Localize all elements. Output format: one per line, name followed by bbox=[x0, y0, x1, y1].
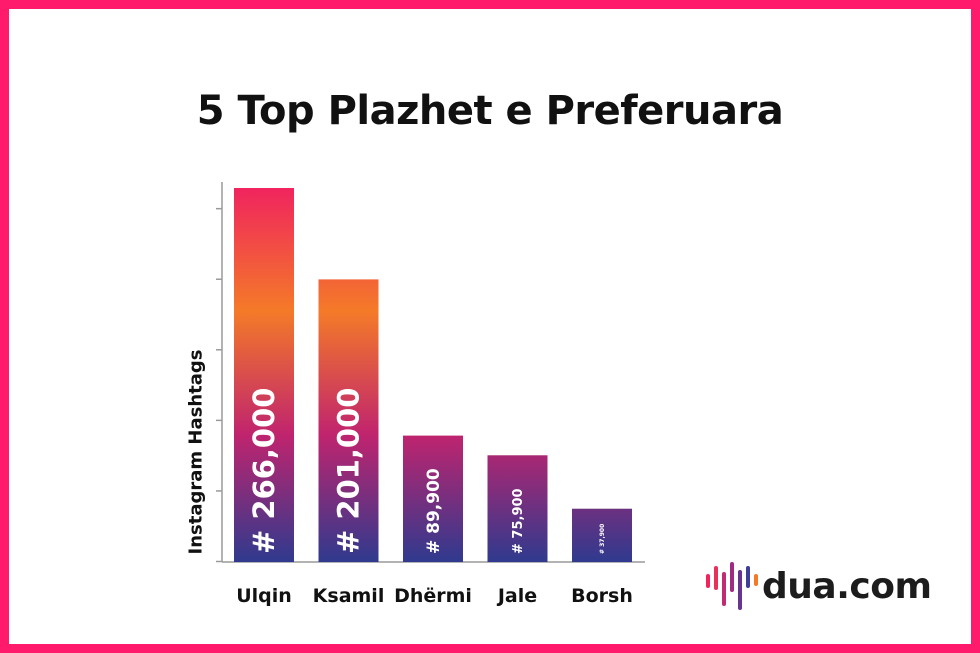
data-label: # 266,000 bbox=[247, 388, 281, 554]
bar-ulqin bbox=[234, 188, 294, 562]
data-label: # 37,900 bbox=[599, 524, 606, 554]
x-tick-label: Ksamil bbox=[313, 585, 385, 607]
x-tick-label: Ulqin bbox=[236, 585, 292, 607]
x-tick-label: Jale bbox=[496, 585, 537, 607]
x-tick-label: Borsh bbox=[571, 585, 633, 607]
bar-ksamil bbox=[318, 279, 379, 562]
data-label: # 75,900 bbox=[511, 488, 526, 554]
dua-logo-icon bbox=[706, 562, 758, 610]
bar-borsh bbox=[572, 508, 632, 562]
data-label: # 89,900 bbox=[424, 468, 444, 554]
data-label: # 201,000 bbox=[332, 388, 366, 554]
bar-dhërmi bbox=[403, 435, 463, 562]
bar-jale bbox=[487, 455, 548, 562]
x-tick-label: Dhërmi bbox=[394, 585, 472, 607]
logo-text: dua.com bbox=[762, 566, 932, 607]
chart-title: 5 Top Plazhet e Preferuara bbox=[196, 88, 784, 134]
